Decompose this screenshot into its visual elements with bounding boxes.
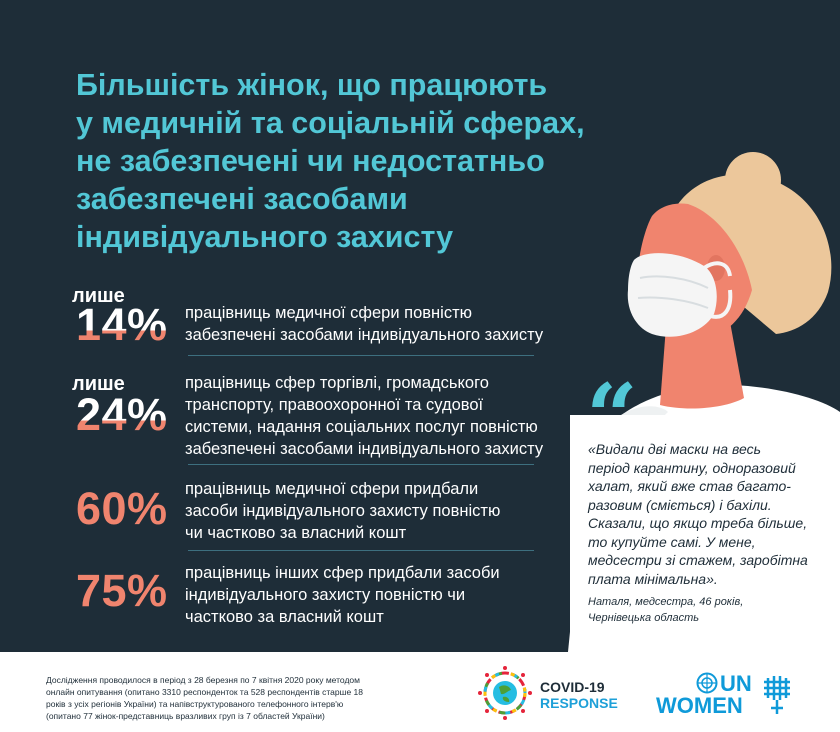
quote-icon: “: [586, 364, 638, 470]
divider: [188, 550, 534, 551]
stat-description-line: працівниць медичної сфери повністю: [185, 304, 473, 322]
quote-line: «Видали дві маски на весь: [588, 441, 761, 457]
stat-description-line: забезпечені засобами індивідуального зах…: [185, 326, 544, 344]
methodology-note: Дослідження проводилося в період з 28 бе…: [46, 674, 363, 722]
un-women-logo-line1: UN: [720, 671, 752, 696]
stat-description: працівниць медичної сфери придбали засоб…: [185, 478, 500, 544]
quote-line: плата мінімальна».: [588, 570, 718, 587]
attribution-line: Наталя, медсестра, 46 років,: [588, 596, 744, 608]
stat-description-line: системи, надання соціальних послуг повні…: [185, 418, 538, 436]
quote-text: «Видали дві маски на весь період каранти…: [588, 440, 818, 588]
stat-description-line: чи частково за власний кошт: [185, 524, 407, 542]
attribution-line: Чернівецька область: [588, 612, 700, 624]
stat-description-line: забезпечені засобами індивідуального зах…: [185, 440, 544, 458]
sdg-wheel-icon: [478, 666, 532, 720]
note-line: років з усіх регіонів України) та напівс…: [46, 699, 344, 709]
note-line: онлайн опитування (опитано 3310 респонде…: [46, 687, 363, 697]
divider: [188, 464, 534, 465]
un-emblem-icon: [696, 672, 718, 694]
stat-value: 75%: [76, 565, 168, 616]
stat-prefix: лише: [72, 285, 125, 307]
headline-line: Більшість жінок, що працюють: [76, 68, 548, 102]
stat-prefix: лише: [72, 373, 125, 395]
quote-panel: [570, 415, 840, 652]
headline-line: не забезпечені чи недостатньо: [76, 144, 545, 178]
stat-description: працівниць інших сфер придбали засоби ін…: [185, 562, 500, 628]
stat-description: працівниць медичної сфери повністю забез…: [185, 302, 543, 346]
stat-description-line: працівниць сфер торгівлі, громадського: [185, 374, 489, 392]
stat-description-line: засоби індивідуального захисту повністю: [185, 502, 501, 520]
footer: Дослідження проводилося в період з 28 бе…: [0, 652, 840, 732]
stat-value: 24%: [76, 389, 168, 440]
stat-value: 60%: [76, 483, 168, 534]
quote-line: халат, який вже став багато-: [588, 478, 791, 494]
stat-description-line: транспорту, правоохоронної та судової: [185, 396, 484, 414]
stat-description-line: частково за власний кошт: [185, 608, 384, 626]
stat-description-line: індивідуального захисту повністю чи: [185, 586, 466, 604]
stat-description-line: працівниць медичної сфери придбали: [185, 480, 479, 498]
stat-description: працівниць сфер торгівлі, громадського т…: [185, 372, 543, 460]
un-women-logo: UN WOMEN: [656, 672, 806, 720]
headline-line: у медичній та соціальній сферах,: [76, 106, 585, 140]
stat-value: 14%: [76, 299, 168, 350]
note-line: (опитано 77 жінок-представниць вразливих…: [46, 711, 325, 721]
covid-logo-line2: RESPONSE: [540, 695, 618, 711]
covid-response-logo: COVID-19 RESPONSE: [540, 679, 618, 711]
un-women-logo-line2: WOMEN: [656, 693, 743, 718]
headline-line: індивідуального захисту: [76, 220, 454, 254]
quote-line: період карантину, одноразовий: [588, 459, 796, 476]
stat-description-line: працівниць інших сфер придбали засоби: [185, 564, 500, 582]
women-symbol-icon: [764, 676, 790, 714]
divider: [188, 355, 534, 356]
quote-line: медсестри зі стажем, заробітна: [588, 552, 808, 568]
covid-logo-line1: COVID-19: [540, 679, 605, 695]
main-panel: Більшість жінок, що працюють у медичній …: [0, 0, 840, 652]
quote-line: разовим (сміється) і бахіли.: [588, 496, 772, 513]
headline: Більшість жінок, що працюють у медичній …: [76, 66, 636, 256]
quote-line: то купуйте самі. У мене,: [588, 533, 756, 550]
note-line: Дослідження проводилося в період з 28 бе…: [46, 675, 360, 685]
quote-line: Сказали, що якщо треба більше,: [588, 515, 808, 531]
headline-line: забезпечені засобами: [76, 182, 408, 216]
quote-attribution: Наталя, медсестра, 46 років, Чернівецька…: [588, 594, 743, 626]
